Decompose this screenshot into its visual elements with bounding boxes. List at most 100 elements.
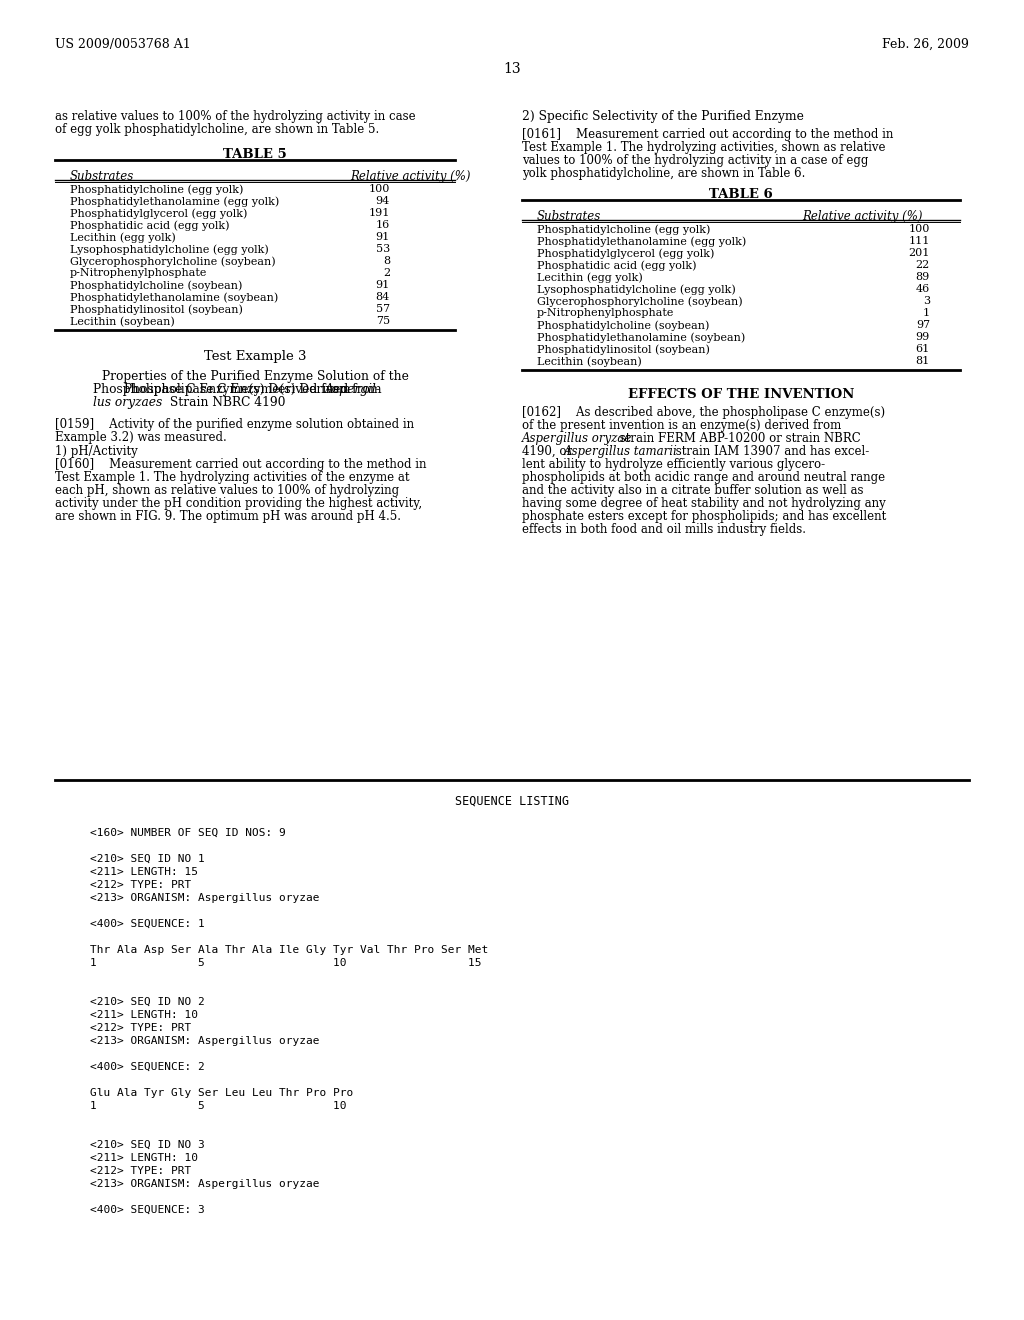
Text: Relative activity (%): Relative activity (%)	[350, 170, 470, 183]
Text: 2: 2	[383, 268, 390, 279]
Text: 191: 191	[369, 209, 390, 218]
Text: 8: 8	[383, 256, 390, 267]
Text: 1) pH/Activity: 1) pH/Activity	[55, 445, 138, 458]
Text: 1: 1	[923, 308, 930, 318]
Text: SEQUENCE LISTING: SEQUENCE LISTING	[455, 795, 569, 808]
Text: Aspergillus oryzae: Aspergillus oryzae	[522, 432, 633, 445]
Text: Phosphatidylcholine (egg yolk): Phosphatidylcholine (egg yolk)	[537, 224, 711, 235]
Text: 201: 201	[908, 248, 930, 257]
Text: Phosphatidic acid (egg yolk): Phosphatidic acid (egg yolk)	[70, 220, 229, 231]
Text: yolk phosphatidylcholine, are shown in Table 6.: yolk phosphatidylcholine, are shown in T…	[522, 168, 805, 180]
Text: Phospholipase C Enzyme(s) Derived from: Phospholipase C Enzyme(s) Derived from	[124, 383, 386, 396]
Text: <210> SEQ ID NO 1: <210> SEQ ID NO 1	[90, 854, 205, 865]
Text: and the activity also in a citrate buffer solution as well as: and the activity also in a citrate buffe…	[522, 484, 863, 498]
Text: lus oryzaes: lus oryzaes	[93, 396, 162, 409]
Text: Phosphatidylcholine (soybean): Phosphatidylcholine (soybean)	[70, 280, 243, 290]
Text: p-Nitrophenylphosphate: p-Nitrophenylphosphate	[70, 268, 208, 279]
Text: 75: 75	[376, 315, 390, 326]
Text: lent ability to hydrolyze efficiently various glycero-: lent ability to hydrolyze efficiently va…	[522, 458, 825, 471]
Text: Phosphatidylcholine (soybean): Phosphatidylcholine (soybean)	[537, 319, 710, 330]
Text: 61: 61	[915, 345, 930, 354]
Text: Phosphatidylethanolamine (soybean): Phosphatidylethanolamine (soybean)	[70, 292, 279, 302]
Text: 81: 81	[915, 356, 930, 366]
Text: 99: 99	[915, 333, 930, 342]
Text: <212> TYPE: PRT: <212> TYPE: PRT	[90, 1023, 191, 1034]
Text: 46: 46	[915, 284, 930, 294]
Text: Substrates: Substrates	[537, 210, 601, 223]
Text: Strain NBRC 4190: Strain NBRC 4190	[166, 396, 286, 409]
Text: 100: 100	[908, 224, 930, 234]
Text: Glu Ala Tyr Gly Ser Leu Leu Thr Pro Pro: Glu Ala Tyr Gly Ser Leu Leu Thr Pro Pro	[90, 1088, 353, 1098]
Text: Glycerophosphorylcholine (soybean): Glycerophosphorylcholine (soybean)	[537, 296, 742, 306]
Text: Test Example 1. The hydrolyzing activities, shown as relative: Test Example 1. The hydrolyzing activiti…	[522, 141, 886, 154]
Text: Phosphatidylinositol (soybean): Phosphatidylinositol (soybean)	[537, 345, 710, 355]
Text: TABLE 6: TABLE 6	[710, 187, 773, 201]
Text: Lecithin (egg yolk): Lecithin (egg yolk)	[70, 232, 176, 243]
Text: 53: 53	[376, 244, 390, 253]
Text: 57: 57	[376, 304, 390, 314]
Text: 111: 111	[908, 236, 930, 246]
Text: 3: 3	[923, 296, 930, 306]
Text: Lysophosphatidylcholine (egg yolk): Lysophosphatidylcholine (egg yolk)	[70, 244, 268, 255]
Text: Phosphatidylethanolamine (soybean): Phosphatidylethanolamine (soybean)	[537, 333, 745, 343]
Text: Phosphatidylglycerol (egg yolk): Phosphatidylglycerol (egg yolk)	[70, 209, 248, 219]
Text: Glycerophosphorylcholine (soybean): Glycerophosphorylcholine (soybean)	[70, 256, 275, 267]
Text: TABLE 5: TABLE 5	[223, 148, 287, 161]
Text: 100: 100	[369, 183, 390, 194]
Text: [0161]    Measurement carried out according to the method in: [0161] Measurement carried out according…	[522, 128, 893, 141]
Text: <211> LENGTH: 10: <211> LENGTH: 10	[90, 1010, 198, 1020]
Text: Thr Ala Asp Ser Ala Thr Ala Ile Gly Tyr Val Thr Pro Ser Met: Thr Ala Asp Ser Ala Thr Ala Ile Gly Tyr …	[90, 945, 488, 954]
Text: 16: 16	[376, 220, 390, 230]
Text: <400> SEQUENCE: 2: <400> SEQUENCE: 2	[90, 1063, 205, 1072]
Text: Lysophosphatidylcholine (egg yolk): Lysophosphatidylcholine (egg yolk)	[537, 284, 736, 294]
Text: [0160]    Measurement carried out according to the method in: [0160] Measurement carried out according…	[55, 458, 427, 471]
Text: Relative activity (%): Relative activity (%)	[802, 210, 923, 223]
Text: p-Nitrophenylphosphate: p-Nitrophenylphosphate	[537, 308, 675, 318]
Text: values to 100% of the hydrolyzing activity in a case of egg: values to 100% of the hydrolyzing activi…	[522, 154, 868, 168]
Text: effects in both food and oil mills industry fields.: effects in both food and oil mills indus…	[522, 523, 806, 536]
Text: Lecithin (soybean): Lecithin (soybean)	[537, 356, 642, 367]
Text: 1               5                   10                  15: 1 5 10 15	[90, 958, 481, 968]
Text: Phosphatidylglycerol (egg yolk): Phosphatidylglycerol (egg yolk)	[537, 248, 715, 259]
Text: Phosphatidylinositol (soybean): Phosphatidylinositol (soybean)	[70, 304, 243, 314]
Text: each pH, shown as relative values to 100% of hydrolyzing: each pH, shown as relative values to 100…	[55, 484, 399, 498]
Text: Phosphatidylethanolamine (egg yolk): Phosphatidylethanolamine (egg yolk)	[537, 236, 746, 247]
Text: 4190, or: 4190, or	[522, 445, 575, 458]
Text: Feb. 26, 2009: Feb. 26, 2009	[882, 38, 969, 51]
Text: as relative values to 100% of the hydrolyzing activity in case: as relative values to 100% of the hydrol…	[55, 110, 416, 123]
Text: 89: 89	[915, 272, 930, 282]
Text: <213> ORGANISM: Aspergillus oryzae: <213> ORGANISM: Aspergillus oryzae	[90, 1179, 319, 1189]
Text: <400> SEQUENCE: 3: <400> SEQUENCE: 3	[90, 1205, 205, 1214]
Text: <211> LENGTH: 15: <211> LENGTH: 15	[90, 867, 198, 876]
Text: Example 3.2) was measured.: Example 3.2) was measured.	[55, 432, 226, 444]
Text: 94: 94	[376, 195, 390, 206]
Text: [0159]    Activity of the purified enzyme solution obtained in: [0159] Activity of the purified enzyme s…	[55, 418, 414, 432]
Text: <160> NUMBER OF SEQ ID NOS: 9: <160> NUMBER OF SEQ ID NOS: 9	[90, 828, 286, 838]
Text: <400> SEQUENCE: 1: <400> SEQUENCE: 1	[90, 919, 205, 929]
Text: <210> SEQ ID NO 3: <210> SEQ ID NO 3	[90, 1140, 205, 1150]
Text: phospholipids at both acidic range and around neutral range: phospholipids at both acidic range and a…	[522, 471, 885, 484]
Text: 2) Specific Selectivity of the Purified Enzyme: 2) Specific Selectivity of the Purified …	[522, 110, 804, 123]
Text: activity under the pH condition providing the highest activity,: activity under the pH condition providin…	[55, 498, 422, 510]
Text: [0162]    As described above, the phospholipase C enzyme(s): [0162] As described above, the phospholi…	[522, 407, 885, 418]
Text: <210> SEQ ID NO 2: <210> SEQ ID NO 2	[90, 997, 205, 1007]
Text: <212> TYPE: PRT: <212> TYPE: PRT	[90, 880, 191, 890]
Text: <213> ORGANISM: Aspergillus oryzae: <213> ORGANISM: Aspergillus oryzae	[90, 1036, 319, 1045]
Text: Phosphatidylcholine (egg yolk): Phosphatidylcholine (egg yolk)	[70, 183, 244, 194]
Text: 13: 13	[503, 62, 521, 77]
Text: Substrates: Substrates	[70, 170, 134, 183]
Text: Aspergillus tamarii: Aspergillus tamarii	[564, 445, 678, 458]
Text: <212> TYPE: PRT: <212> TYPE: PRT	[90, 1166, 191, 1176]
Text: Phosphatidylethanolamine (egg yolk): Phosphatidylethanolamine (egg yolk)	[70, 195, 280, 206]
Text: Phospholipase C Enzyme(s) Derived from: Phospholipase C Enzyme(s) Derived from	[93, 383, 354, 396]
Text: 1               5                   10: 1 5 10	[90, 1101, 346, 1111]
Text: of the present invention is an enzyme(s) derived from: of the present invention is an enzyme(s)…	[522, 418, 842, 432]
Text: strain FERM ABP-10200 or strain NBRC: strain FERM ABP-10200 or strain NBRC	[616, 432, 861, 445]
Text: having some degree of heat stability and not hydrolyzing any: having some degree of heat stability and…	[522, 498, 886, 510]
Text: <213> ORGANISM: Aspergillus oryzae: <213> ORGANISM: Aspergillus oryzae	[90, 894, 319, 903]
Text: strain IAM 13907 and has excel-: strain IAM 13907 and has excel-	[672, 445, 869, 458]
Text: US 2009/0053768 A1: US 2009/0053768 A1	[55, 38, 190, 51]
Text: 22: 22	[915, 260, 930, 271]
Text: 91: 91	[376, 232, 390, 242]
Text: phosphate esters except for phospholipids; and has excellent: phosphate esters except for phospholipid…	[522, 510, 886, 523]
